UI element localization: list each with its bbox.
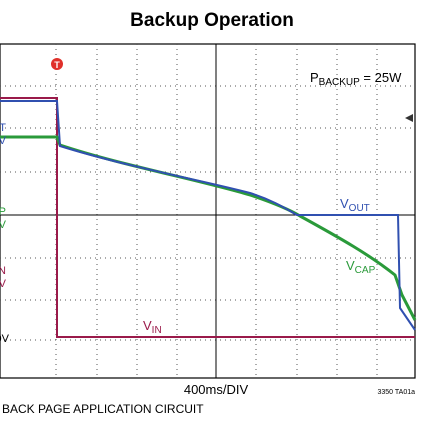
- vout-label: VOUT: [340, 196, 370, 214]
- left-label: AP: [0, 206, 6, 218]
- power-main: P: [310, 70, 319, 85]
- left-label: UT: [0, 122, 6, 134]
- trace-vin: [0, 97, 415, 338]
- trigger-label: T: [54, 60, 60, 70]
- vcap-label: VCAP: [346, 258, 376, 276]
- timebase: 400ms/DIV: [184, 382, 249, 397]
- power-label: PBACKUP = 25W: [310, 70, 402, 88]
- screen-border: [0, 43, 416, 379]
- trigger-marker: [51, 58, 63, 70]
- power-sub: BACKUP: [319, 77, 360, 88]
- left-label: V: [0, 135, 7, 147]
- left-labels: UT V AP V N V 0V: [0, 122, 10, 345]
- vin-label: VIN: [143, 318, 162, 336]
- left-label: V: [0, 219, 7, 231]
- trace-vout: [0, 100, 416, 331]
- ref-arrow: [405, 114, 413, 122]
- left-label: N: [0, 265, 6, 277]
- left-label: V: [0, 278, 7, 290]
- power-rest: = 25W: [360, 70, 402, 85]
- scope-screen: T PBACKUP = 25W VOUT VCAP VIN: [0, 43, 417, 379]
- left-label: 0V: [0, 333, 10, 345]
- figure-id: 3350 TA01a: [378, 389, 416, 396]
- title: Backup Operation: [130, 10, 294, 31]
- caption: BACK PAGE APPLICATION CIRCUIT: [2, 402, 204, 416]
